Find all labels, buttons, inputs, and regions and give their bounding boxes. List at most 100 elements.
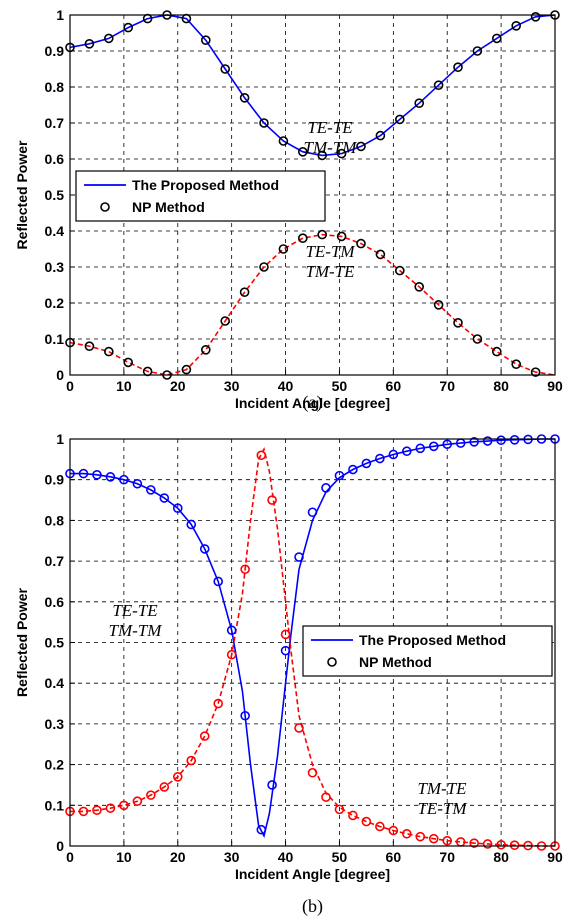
- data-point: [226, 625, 237, 636]
- data-point: [414, 98, 425, 108]
- data-point: [146, 485, 156, 495]
- data-point: [530, 11, 541, 22]
- data-point: [415, 831, 426, 842]
- x-axis-label: Incident Angle [degree]: [235, 395, 390, 411]
- x-tick-label: 90: [547, 378, 563, 394]
- y-tick-label: 0.6: [45, 594, 65, 610]
- y-tick-label: 0.4: [45, 223, 65, 239]
- data-point: [92, 805, 102, 815]
- data-point: [321, 792, 331, 802]
- data-point: [267, 780, 277, 790]
- data-point: [402, 828, 412, 839]
- data-point: [414, 281, 425, 292]
- data-point: [105, 472, 116, 482]
- data-point: [428, 833, 439, 844]
- data-point: [336, 148, 347, 159]
- data-point: [181, 364, 192, 375]
- x-tick-label: 80: [493, 378, 509, 394]
- data-point: [334, 470, 345, 481]
- panel-caption: (a): [303, 392, 323, 413]
- y-tick-label: 0.8: [45, 79, 65, 95]
- panel-caption: (b): [302, 896, 323, 917]
- data-point: [78, 806, 89, 817]
- data-point: [199, 544, 210, 554]
- x-tick-label: 10: [116, 849, 132, 865]
- data-point: [119, 474, 129, 485]
- data-point: [213, 576, 223, 587]
- data-point: [530, 367, 541, 377]
- data-point: [201, 35, 211, 46]
- y-tick-label: 1: [56, 431, 64, 447]
- data-point: [240, 564, 250, 575]
- data-point: [388, 449, 399, 460]
- legend-box: [75, 170, 326, 222]
- x-tick-label: 80: [493, 849, 509, 865]
- curve-annotation: TM-TM: [109, 621, 163, 640]
- y-tick-label: 0.3: [45, 259, 65, 275]
- data-point: [104, 33, 114, 44]
- y-tick-label: 0.1: [45, 331, 65, 347]
- y-tick-label: 0.3: [45, 716, 65, 732]
- data-point: [509, 435, 520, 445]
- y-axis-label: Reflected Power: [14, 140, 30, 249]
- data-point: [442, 439, 453, 450]
- data-point: [482, 839, 493, 849]
- data-point: [491, 33, 502, 44]
- data-point: [336, 231, 347, 242]
- axes-frame: [69, 438, 556, 847]
- data-point: [375, 130, 386, 141]
- x-tick-label: 10: [116, 378, 132, 394]
- data-point: [509, 840, 520, 850]
- data-point: [92, 470, 102, 480]
- data-point: [259, 262, 269, 272]
- x-tick-label: 70: [439, 849, 455, 865]
- data-point: [356, 238, 366, 249]
- data-point: [78, 468, 89, 479]
- x-tick-label: 50: [332, 849, 348, 865]
- data-point: [267, 495, 277, 505]
- data-point: [348, 810, 358, 821]
- data-point: [375, 249, 386, 260]
- y-tick-label: 0.9: [45, 472, 65, 488]
- data-point: [348, 464, 358, 475]
- x-tick-label: 20: [170, 849, 186, 865]
- x-tick-label: 50: [332, 378, 348, 394]
- curve-annotation: TM-TE: [417, 779, 467, 798]
- curve-annotation: TE-TM: [417, 799, 467, 818]
- data-point: [321, 483, 331, 493]
- data-point: [356, 141, 366, 152]
- x-tick-label: 60: [386, 378, 402, 394]
- chart-panel-b: 0 10 20 30 40 50 60 70 80 90 0 0.1 0.2 0.3 0.4 0.5 0.6 0.…: [14, 431, 563, 917]
- y-tick-label: 0.5: [45, 187, 65, 203]
- legend-entry-label: The Proposed Method: [359, 632, 506, 648]
- x-tick-label: 40: [278, 378, 294, 394]
- data-point: [259, 118, 269, 128]
- data-point: [402, 446, 412, 457]
- y-tick-label: 0.5: [45, 635, 65, 651]
- data-point: [469, 437, 479, 447]
- data-point: [334, 804, 345, 815]
- y-tick-label: 1: [56, 7, 64, 23]
- y-tick-label: 0.8: [45, 512, 65, 528]
- data-point: [496, 435, 506, 446]
- data-point: [442, 835, 453, 846]
- data-point: [511, 359, 522, 370]
- data-point: [297, 233, 308, 243]
- y-tick-label: 0.1: [45, 797, 65, 813]
- data-point: [428, 441, 439, 452]
- data-point: [511, 20, 522, 31]
- data-point: [317, 229, 328, 240]
- curve-annotation: TE-TE: [307, 118, 353, 137]
- legend-marker-swatch: [327, 657, 337, 667]
- y-tick-label: 0.7: [45, 553, 65, 569]
- y-tick-label: 0: [56, 367, 64, 383]
- data-point: [199, 731, 210, 741]
- data-point: [361, 816, 372, 827]
- data-point: [307, 507, 318, 518]
- y-tick-label: 0.4: [45, 675, 65, 691]
- data-point: [84, 38, 95, 49]
- data-point: [172, 772, 183, 782]
- y-tick-label: 0.6: [45, 151, 65, 167]
- data-point: [307, 767, 318, 778]
